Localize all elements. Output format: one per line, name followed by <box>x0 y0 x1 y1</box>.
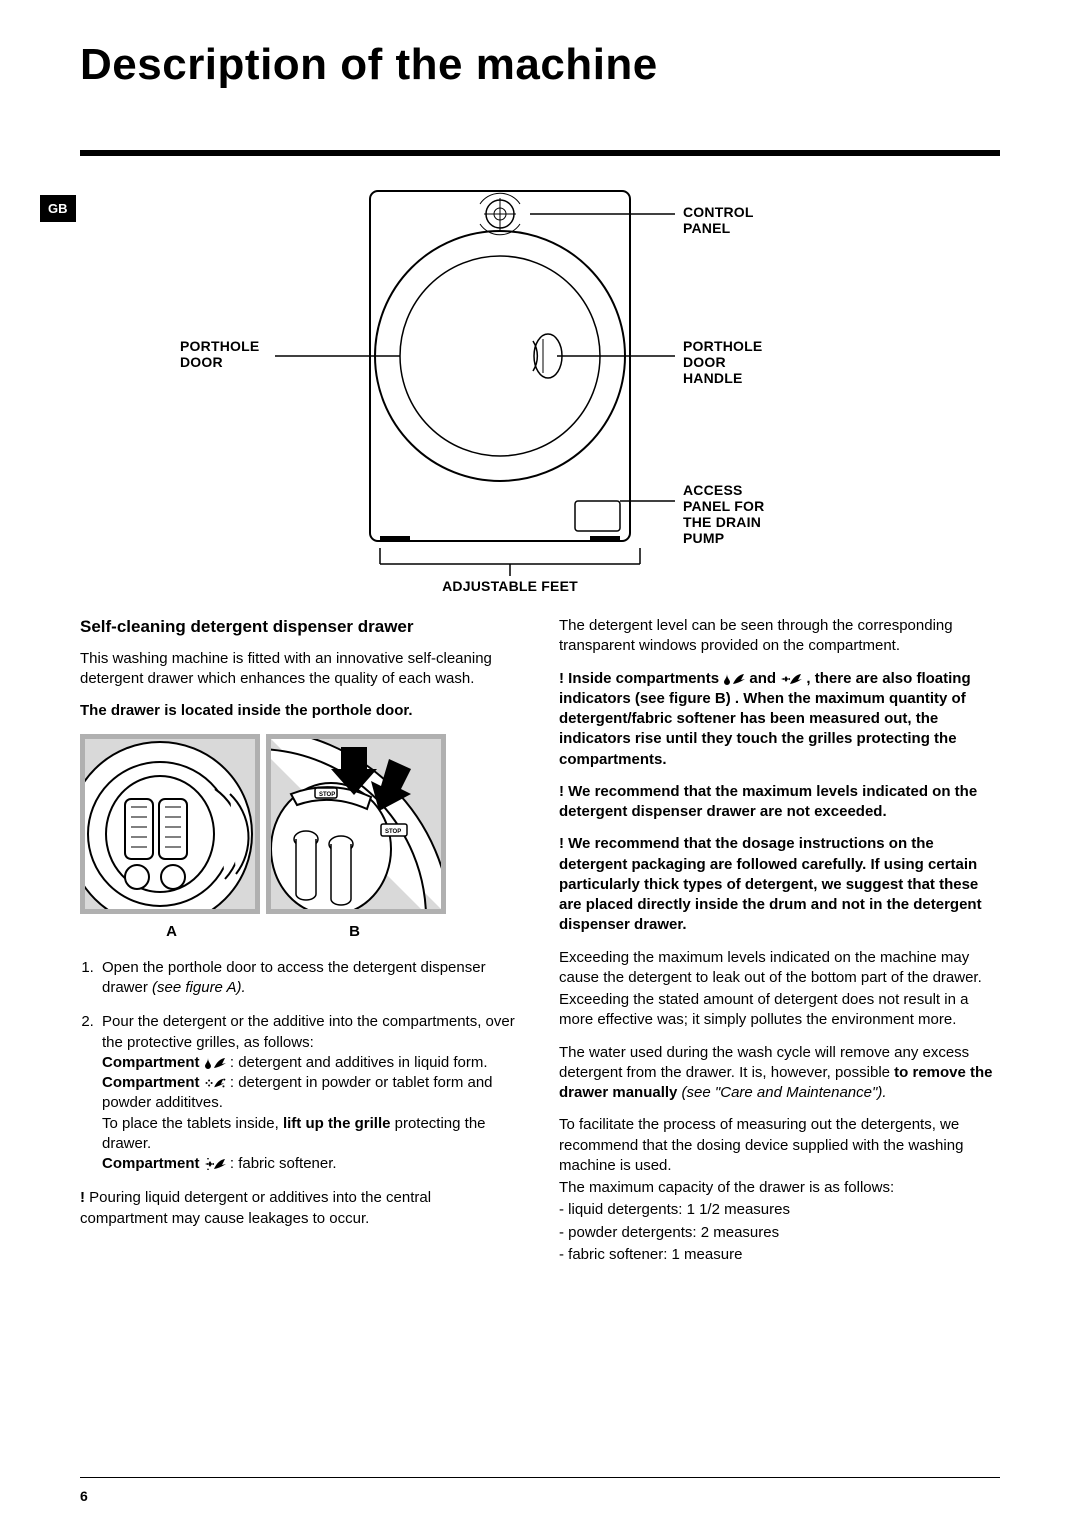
measure-2: - powder detergents: 2 measures <box>559 1223 1000 1243</box>
measure-1: - liquid detergents: 1 1/2 measures <box>559 1200 1000 1220</box>
top-rule <box>80 150 1000 156</box>
warning-bold: ! We recommend that the maximum levels i… <box>559 782 1000 823</box>
leader-lines <box>80 186 1000 606</box>
paragraph-bold: The drawer is located inside the porthol… <box>80 701 521 721</box>
list-item: Open the porthole door to access the det… <box>98 958 521 999</box>
section-heading: Self-cleaning detergent dispenser drawer <box>80 616 521 639</box>
language-badge: GB <box>40 195 76 222</box>
fig-a-label: A <box>80 922 263 942</box>
warning-bold: ! We recommend that the dosage instructi… <box>559 834 1000 935</box>
label-adjustable-feet: ADJUSTABLE FEET <box>380 578 640 594</box>
bottom-rule <box>80 1477 1000 1478</box>
fig-b-label: B <box>263 922 446 942</box>
paragraph: The maximum capacity of the drawer is as… <box>559 1178 1000 1198</box>
paragraph: Exceeding the stated amount of detergent… <box>559 990 1000 1031</box>
warning: ! Pouring liquid detergent or additives … <box>80 1188 521 1229</box>
instruction-list: Open the porthole door to access the det… <box>98 958 521 1175</box>
paragraph: The detergent level can be seen through … <box>559 616 1000 657</box>
label-access-panel: ACCESS PANEL FOR THE DRAIN PUMP <box>683 482 764 546</box>
powder-icon <box>204 1076 226 1090</box>
page-number: 6 <box>80 1488 88 1504</box>
paragraph: Exceeding the maximum levels indicated o… <box>559 948 1000 989</box>
machine-diagram: PORTHOLE DOOR CONTROL PANEL PORTHOLE DOO… <box>80 186 1000 606</box>
label-porthole-door: PORTHOLE DOOR <box>180 338 259 370</box>
paragraph: To facilitate the process of measuring o… <box>559 1115 1000 1176</box>
label-porthole-handle: PORTHOLE DOOR HANDLE <box>683 338 762 386</box>
figure-labels: A B <box>80 922 446 942</box>
svg-text:STOP: STOP <box>385 829 401 835</box>
liquid-icon <box>204 1056 226 1070</box>
softener-icon <box>780 672 802 686</box>
softener-icon <box>204 1157 226 1171</box>
figure-row: STOP STOP <box>80 734 521 914</box>
figure-b: STOP STOP <box>266 734 446 914</box>
paragraph: This washing machine is fitted with an i… <box>80 649 521 690</box>
page-title: Description of the machine <box>80 40 1000 90</box>
liquid-icon <box>723 672 745 686</box>
right-column: The detergent level can be seen through … <box>559 616 1000 1267</box>
list-item: Pour the detergent or the additive into … <box>98 1012 521 1174</box>
label-control-panel: CONTROL PANEL <box>683 204 754 236</box>
measure-3: - fabric softener: 1 measure <box>559 1245 1000 1265</box>
warning-bold: ! Inside compartments and , there are al… <box>559 669 1000 770</box>
paragraph: The water used during the wash cycle wil… <box>559 1043 1000 1104</box>
figure-a <box>80 734 260 914</box>
svg-text:STOP: STOP <box>319 792 335 798</box>
body-columns: Self-cleaning detergent dispenser drawer… <box>80 616 1000 1267</box>
left-column: Self-cleaning detergent dispenser drawer… <box>80 616 521 1267</box>
